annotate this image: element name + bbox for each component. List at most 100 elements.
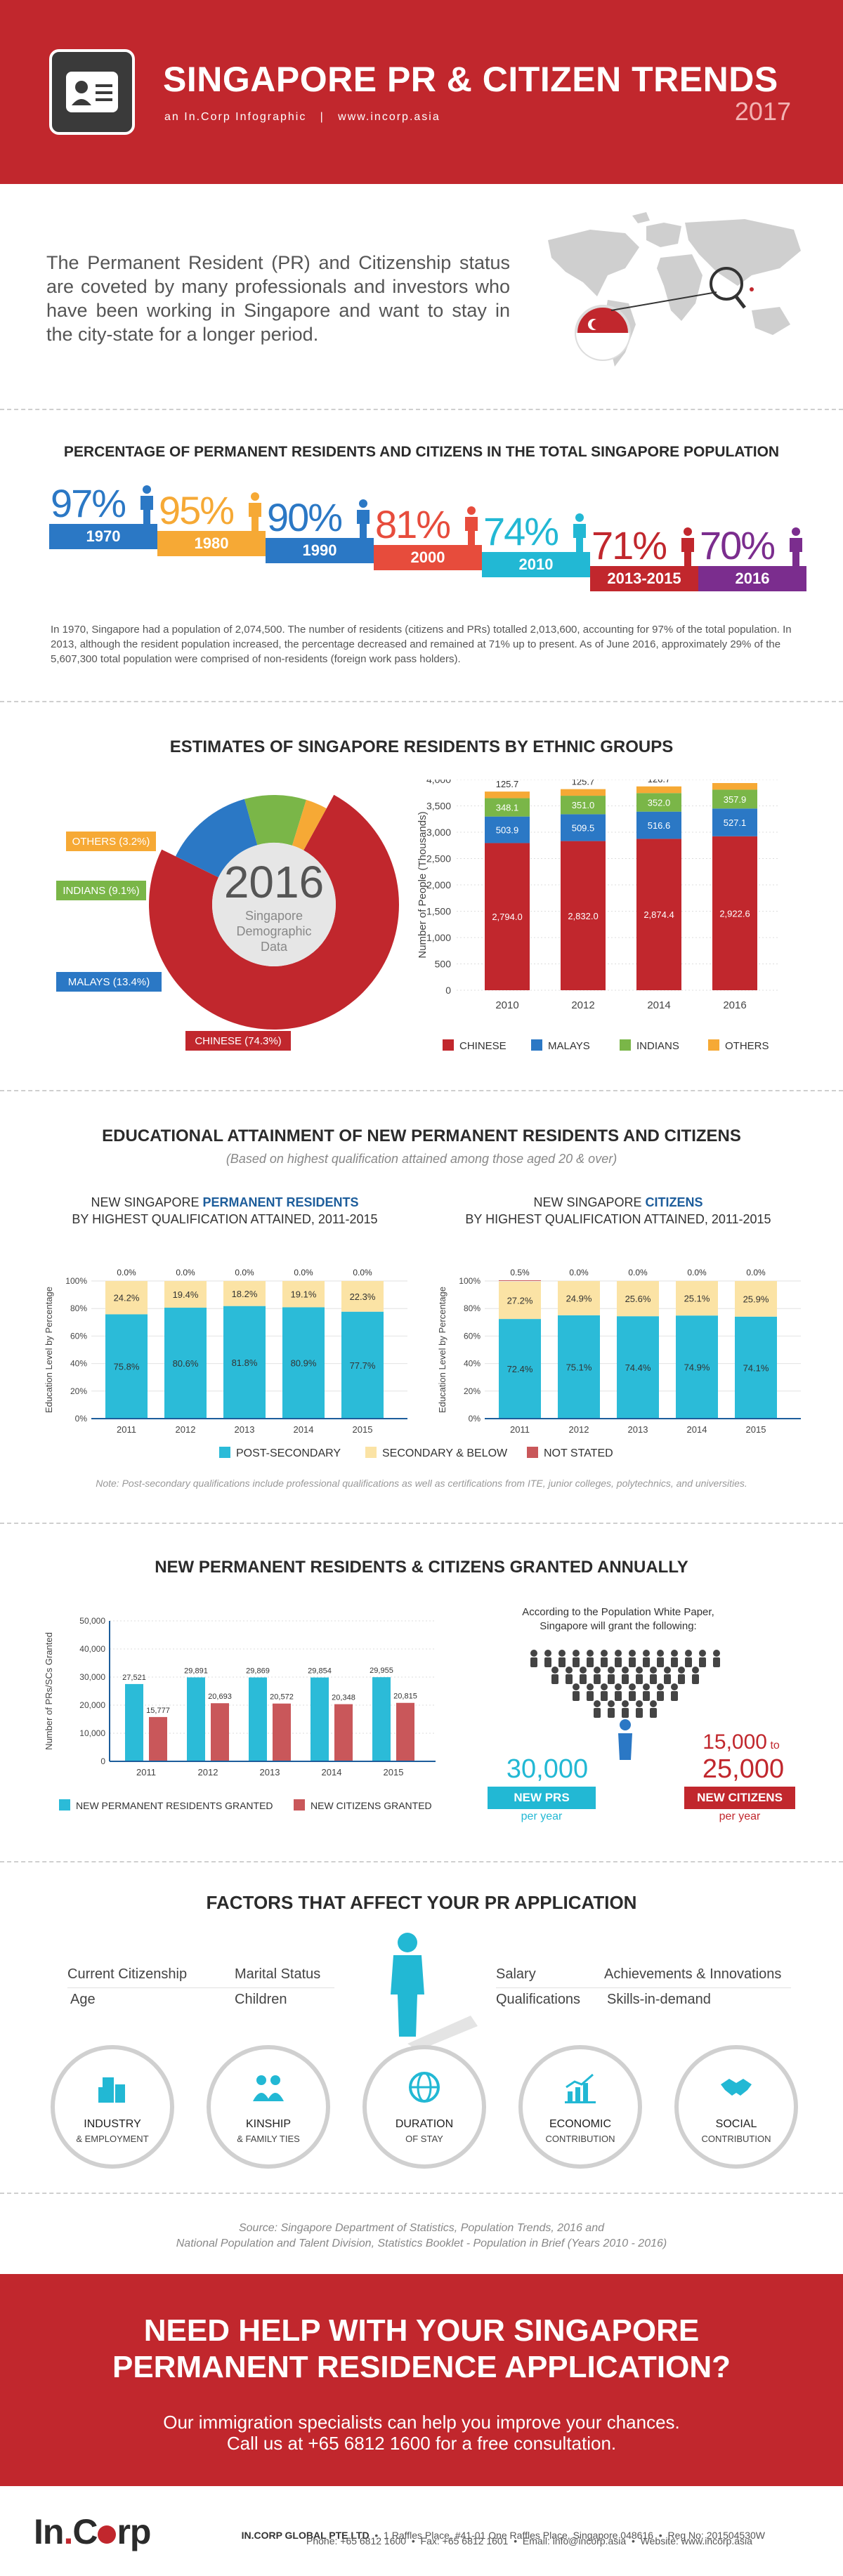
data-label: 0.0% — [117, 1268, 136, 1277]
bar-new-prs — [311, 1677, 329, 1761]
crowd-body — [566, 1674, 573, 1684]
data-label: 2,922.6 — [719, 908, 750, 919]
legend-label: CHINESE — [459, 1040, 507, 1052]
data-label: 20,572 — [270, 1693, 294, 1702]
factor-circle: ECONOMIC CONTRIBUTION — [518, 2045, 642, 2169]
factor-age: Age — [70, 1992, 96, 2007]
data-label: 125.8 — [724, 780, 747, 781]
granted-bar-chart: Number of PRs/SCs Granted 0 10,000 20,000 30… — [44, 1616, 436, 1777]
incorp-logo[interactable]: In.C rp — [34, 2512, 151, 2551]
crowd-body — [692, 1674, 699, 1684]
page-title: SINGAPORE PR & CITIZEN TRENDS — [163, 60, 778, 99]
crowd-person — [566, 1667, 573, 1674]
data-label: 516.6 — [648, 820, 671, 831]
data-label: 25.1% — [684, 1294, 710, 1304]
y-tick-label: 1,000 — [426, 932, 451, 943]
donut-caption-2: Demographic — [236, 924, 311, 938]
donut-label-malays: MALAYS (13.4%) — [68, 976, 150, 988]
percentage-item: 74% 2010 — [482, 508, 590, 586]
ethnic-stacked-bar-chart: 0 500 1,000 1,500 2,000 2,500 3,000 3,500 4,000 N… — [417, 780, 780, 1052]
data-label: 503.9 — [496, 825, 519, 836]
bar-others — [636, 786, 681, 794]
cit-sub: per year — [719, 1811, 761, 1822]
bar-secondary-below — [617, 1281, 659, 1317]
factor-circle-title: KINSHIP — [245, 2118, 291, 2130]
y-tick-label: 40% — [70, 1359, 87, 1369]
crowd-body — [643, 1691, 650, 1701]
crowd-person — [643, 1683, 650, 1690]
data-label: 527.1 — [724, 817, 747, 828]
crowd-body — [573, 1657, 580, 1667]
percentage-note: In 1970, Singapore had a population of 2… — [51, 624, 792, 665]
person-icon — [681, 527, 694, 566]
legend-not-stated: NOT STATED — [544, 1447, 613, 1459]
legend-post-secondary: POST-SECONDARY — [236, 1447, 341, 1459]
data-label: 25.6% — [625, 1294, 651, 1304]
bar-secondary-below — [499, 1281, 541, 1320]
data-label: 25.9% — [743, 1294, 769, 1304]
bar-post-secondary — [105, 1314, 148, 1419]
factor-children: Children — [235, 1992, 287, 2007]
id-card-icon — [49, 49, 135, 135]
crowd-body — [671, 1657, 678, 1667]
data-label: 20,815 — [393, 1693, 417, 1701]
data-label: 0.0% — [294, 1268, 313, 1277]
crowd-person — [573, 1650, 580, 1657]
crowd-body — [558, 1657, 566, 1667]
y-tick-label: 2,000 — [426, 879, 451, 891]
data-label: 75.1% — [566, 1362, 592, 1372]
crowd-person — [692, 1667, 699, 1674]
data-label: 80.9% — [291, 1358, 317, 1369]
data-label: 2,794.0 — [492, 912, 522, 922]
bar-post-secondary — [164, 1308, 207, 1419]
crowd-body — [650, 1708, 657, 1718]
bar-indians — [712, 789, 757, 809]
crowd-body — [657, 1691, 664, 1701]
bar-new-citizens — [334, 1704, 353, 1761]
crowd-body — [587, 1657, 594, 1667]
y-tick-label: 0% — [469, 1414, 481, 1424]
cta-banner: NEED HELP WITH YOUR SINGAPORE PERMANENT … — [0, 2274, 843, 2486]
x-tick-label: 2011 — [510, 1424, 530, 1435]
crowd-person — [657, 1683, 664, 1690]
cta-title-1: NEED HELP WITH YOUR SINGAPORE — [143, 2313, 700, 2348]
x-tick-label: 2013 — [628, 1424, 648, 1435]
crowd-person — [544, 1650, 551, 1657]
bar-post-secondary — [282, 1307, 325, 1419]
data-label: 24.2% — [114, 1293, 140, 1303]
crowd-person — [657, 1650, 664, 1657]
ethnic-title: ESTIMATES OF SINGAPORE RESIDENTS BY ETHN… — [169, 737, 674, 756]
bar-new-citizens — [396, 1702, 414, 1761]
crowd-body — [544, 1657, 551, 1667]
education-section: EDUCATIONAL ATTAINMENT OF NEW PERMANENT … — [0, 1091, 843, 1523]
donut-slice-chinese — [149, 794, 399, 1030]
crowd-body — [678, 1674, 685, 1684]
y-tick-label: 60% — [70, 1331, 87, 1341]
crowd-body — [551, 1674, 558, 1684]
crowd-body — [636, 1708, 643, 1718]
data-label: 0.0% — [569, 1268, 589, 1277]
percentage-year-label: 1980 — [157, 531, 266, 556]
bar-indians — [636, 793, 681, 812]
crowd-person — [580, 1667, 587, 1674]
crowd-person — [594, 1667, 601, 1674]
crowd-person — [551, 1667, 558, 1674]
bar-post-secondary — [499, 1319, 541, 1419]
x-tick-label: 2010 — [495, 999, 518, 1011]
factor-circle-subtitle: CONTRIBUTION — [701, 2134, 771, 2144]
crowd-person — [622, 1667, 629, 1674]
percentage-year-label: 1990 — [266, 538, 374, 563]
percentage-value: 70% — [700, 523, 776, 567]
person-icon — [140, 485, 153, 524]
data-label: 72.4% — [507, 1364, 533, 1374]
donut-caption-3: Data — [261, 940, 288, 954]
data-label: 27,521 — [122, 1674, 146, 1682]
data-label: 0.0% — [628, 1268, 648, 1277]
crowd-body — [622, 1708, 629, 1718]
data-label: 81.8% — [232, 1358, 258, 1368]
x-tick-label: 2012 — [571, 999, 594, 1011]
factor-qualifications: Qualifications — [496, 1992, 581, 2007]
cit-value-a: 15,000 — [702, 1730, 767, 1754]
crowd-body — [685, 1657, 692, 1667]
factor-salary: Salary — [496, 1966, 536, 1982]
